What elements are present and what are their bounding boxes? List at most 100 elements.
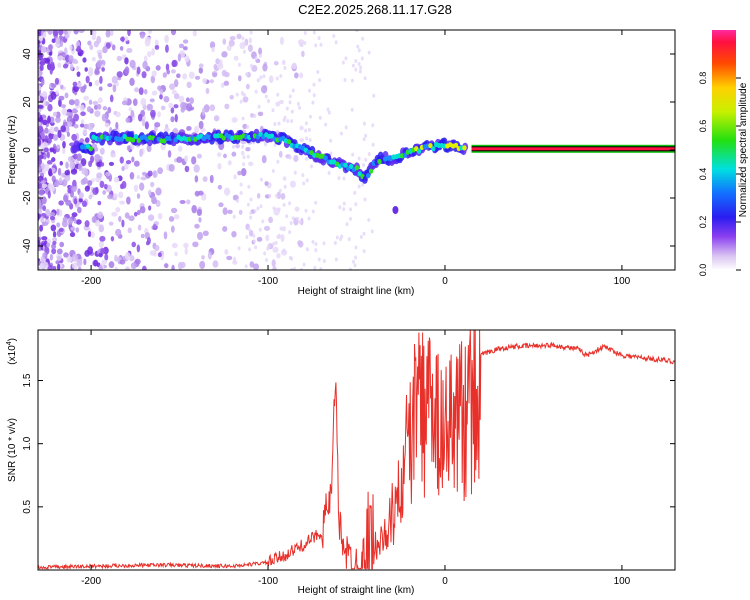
spectrogram-noise-dot bbox=[78, 30, 85, 34]
spectrogram-noise-dot bbox=[254, 245, 258, 250]
spectrogram-noise-dot bbox=[222, 225, 228, 232]
spectrogram-noise-dot bbox=[279, 73, 283, 78]
spectrogram-noise-dot bbox=[147, 51, 152, 58]
spectrogram-ridge-point bbox=[428, 143, 433, 149]
spectrogram-noise-dot bbox=[202, 230, 209, 236]
spectrogram-noise-dot bbox=[41, 78, 45, 86]
spectrogram-noise-dot bbox=[357, 48, 361, 53]
spectrogram-noise-dot bbox=[112, 84, 117, 93]
spectrogram-noise-dot bbox=[222, 38, 227, 45]
spectrogram-noise-dot bbox=[152, 223, 157, 229]
spectrogram-noise-dot bbox=[273, 121, 277, 126]
spectrogram-noise-dot bbox=[141, 71, 147, 79]
spectrogram-noise-dot bbox=[178, 43, 185, 49]
spectrogram-noise-dot bbox=[136, 244, 141, 253]
spectrogram-noise-dot bbox=[302, 181, 306, 186]
spectrogram-noise-dot bbox=[182, 73, 188, 80]
spectrogram-noise-dot bbox=[154, 121, 161, 128]
spectrogram-noise-dot bbox=[67, 30, 72, 35]
spectrogram-noise-dot bbox=[257, 111, 264, 117]
spectrogram-noise-dot bbox=[136, 193, 141, 199]
spectrogram-noise-dot bbox=[130, 110, 135, 118]
spectrogram-noise-dot bbox=[189, 97, 195, 104]
spectrogram-noise-dot bbox=[58, 98, 62, 108]
spectrogram-noise-dot bbox=[350, 78, 354, 83]
colorbar-tick-label: 0.6 bbox=[698, 120, 708, 133]
spectrogram-noise-dot bbox=[268, 193, 272, 198]
spectrogram-noise-dot bbox=[52, 111, 58, 117]
spectrogram-noise-dot bbox=[88, 99, 93, 105]
spectrogram-noise-dot bbox=[71, 108, 78, 114]
spectrogram-noise-dot bbox=[50, 83, 57, 88]
spectrogram-noise-dot bbox=[98, 240, 104, 248]
spectrogram-noise-dot bbox=[78, 192, 84, 199]
spectrogram-noise-dot bbox=[93, 259, 99, 267]
spectrogram-noise-dot bbox=[60, 125, 67, 133]
spectrogram-ridge-point bbox=[365, 173, 371, 179]
spectrogram-noise-dot bbox=[348, 207, 352, 212]
spectrogram-noise-dot bbox=[318, 115, 322, 120]
spectrogram-ridge-point bbox=[462, 145, 467, 151]
spectrogram-noise-dot bbox=[281, 59, 286, 66]
spectrogram-noise-dot bbox=[51, 243, 57, 250]
spectrogram-noise-dot bbox=[163, 96, 170, 103]
spectrogram-noise-dot bbox=[96, 172, 103, 179]
spectrogram-noise-dot bbox=[131, 241, 137, 248]
spectrogram-noise-dot bbox=[245, 83, 250, 90]
spectrogram-noise-dot bbox=[137, 224, 142, 231]
spectrogram-noise-dot bbox=[222, 153, 227, 159]
spectrogram-noise-dot bbox=[64, 92, 69, 99]
spectrogram-noise-dot bbox=[266, 99, 270, 104]
spectrogram-noise-dot bbox=[171, 264, 175, 270]
spectrogram-noise-dot bbox=[237, 246, 241, 251]
spectrogram-noise-dot bbox=[165, 63, 170, 71]
snr-xlabel: Height of straight line (km) bbox=[298, 585, 415, 596]
spectrogram-noise-dot bbox=[155, 65, 161, 71]
spectrogram-noise-dot bbox=[223, 80, 230, 86]
spectrogram-noise-dot bbox=[224, 103, 230, 110]
spectrogram-noise-dot bbox=[173, 214, 180, 220]
spectrogram-tone-line bbox=[471, 144, 675, 153]
spectrogram-noise-dot bbox=[80, 119, 85, 125]
spectrogram-noise-dot bbox=[305, 136, 309, 141]
spectrogram-noise-dot bbox=[60, 104, 67, 109]
spectrogram-noise-dot bbox=[185, 97, 190, 103]
spectrogram-noise-dot bbox=[118, 191, 124, 199]
spectrogram-noise-dot bbox=[56, 208, 60, 216]
spectrogram-noise-dot bbox=[79, 123, 85, 128]
spectrogram-noise-dot bbox=[178, 95, 185, 103]
spectrogram-noise-dot bbox=[100, 162, 105, 167]
spectrogram-noise-dot bbox=[249, 63, 253, 68]
spectrogram-noise-dot bbox=[335, 235, 339, 240]
spectrogram-noise-dot bbox=[52, 265, 57, 270]
spectrogram-noise-dot bbox=[42, 252, 47, 258]
spectrogram-noise-dot bbox=[139, 33, 145, 39]
spectrogram-noise-dot bbox=[170, 225, 175, 233]
spectrogram-noise-dot bbox=[151, 90, 158, 96]
spectrogram-noise-dot bbox=[119, 200, 125, 205]
spectrogram-noise-dot bbox=[73, 86, 80, 93]
spectrogram-noise-dot bbox=[38, 111, 41, 118]
spectrogram-noise-dot bbox=[142, 265, 147, 270]
spectrogram-noise-dot bbox=[236, 198, 240, 203]
spectrogram-noise-dot bbox=[312, 30, 316, 35]
snr-scale-exponent: 4 bbox=[6, 341, 13, 345]
spectrogram-noise-dot bbox=[144, 121, 149, 130]
spectrogram-noise-dot bbox=[91, 216, 97, 224]
spectrogram-noise-dot bbox=[205, 87, 210, 94]
spectrogram-noise-dot bbox=[75, 66, 80, 71]
spectrogram-noise-dot bbox=[94, 67, 100, 75]
spectrogram-noise-dot bbox=[48, 168, 53, 177]
spectrogram-noise-dot bbox=[209, 79, 214, 84]
spectrogram-noise-dot bbox=[305, 178, 309, 183]
spectrogram-noise-dot bbox=[157, 252, 162, 258]
spectrogram-noise-dot bbox=[121, 219, 125, 228]
spectrogram-noise-dot bbox=[133, 211, 138, 217]
spectrogram-noise-dot bbox=[139, 148, 143, 158]
spectrogram-noise-dot bbox=[170, 107, 175, 114]
spectrogram-noise-dot bbox=[43, 152, 47, 160]
spectrogram-noise-dot bbox=[41, 92, 47, 97]
spectrogram-noise-dot bbox=[54, 77, 60, 85]
spectrogram-noise-dot bbox=[316, 69, 320, 74]
figure-title: C2E2.2025.268.11.17.G28 bbox=[298, 2, 452, 17]
